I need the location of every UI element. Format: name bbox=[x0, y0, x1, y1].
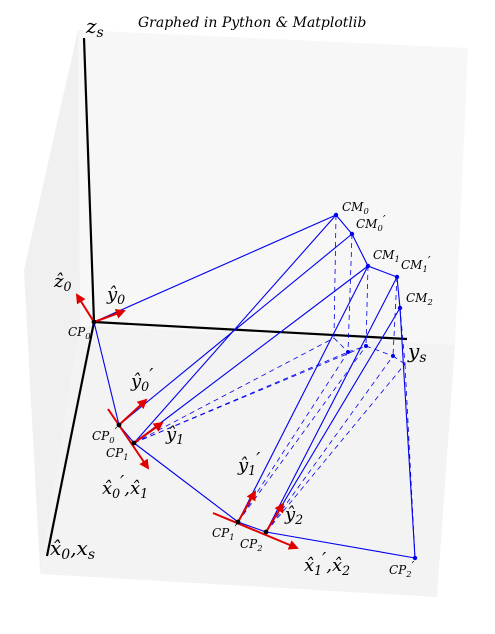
y0p-arrow bbox=[118, 398, 148, 426]
label-cp1-prime: CP1′ bbox=[212, 522, 238, 542]
z-axis bbox=[82, 37, 96, 323]
points bbox=[91, 212, 418, 561]
label-cp1: CP1 bbox=[106, 446, 129, 462]
y-axis bbox=[93, 320, 408, 341]
label-cm1: CM1 bbox=[373, 248, 400, 264]
label-x1p-x2-hat: x̂1′,x̂2 bbox=[304, 549, 350, 578]
label-cm1-prime: CM1′ bbox=[401, 254, 431, 274]
x1p-arrow bbox=[212, 512, 299, 550]
y1p-arrow bbox=[237, 490, 256, 523]
label-x0p-x1-hat: x̂0′,x̂1 bbox=[102, 472, 148, 501]
back-right-pane bbox=[78, 30, 468, 345]
unit-vectors bbox=[75, 293, 299, 550]
label-y0-prime-hat: ŷ0′ bbox=[130, 365, 153, 394]
y2-arrow bbox=[265, 502, 285, 533]
y0-arrow bbox=[93, 309, 126, 323]
label-cm2: CM2 bbox=[406, 291, 433, 307]
x-axis-label: x̂0,xs bbox=[50, 536, 95, 563]
x0p-arrow bbox=[107, 408, 150, 470]
label-y2-hat: ŷ2 bbox=[284, 504, 303, 527]
label-cm0-prime: CM0′ bbox=[356, 213, 386, 233]
z0-arrow bbox=[75, 293, 95, 323]
label-cm0: CM0 bbox=[342, 200, 369, 216]
label-y1-hat: ŷ1 bbox=[165, 424, 184, 447]
x-axis bbox=[45, 321, 96, 557]
label-cp0: CP0 bbox=[68, 325, 91, 341]
floor-pane bbox=[40, 325, 455, 597]
label-z0-hat: ẑ0 bbox=[53, 271, 72, 294]
projection-lines bbox=[133, 214, 416, 559]
figure-title: Graphed in Python & Matplotlib bbox=[138, 15, 366, 31]
label-cp2: CP2 bbox=[240, 537, 263, 553]
y1-arrow bbox=[133, 421, 164, 444]
label-y0-hat: ŷ0 bbox=[106, 284, 125, 307]
link-lines bbox=[93, 214, 416, 559]
label-y1-prime-hat: ŷ1′ bbox=[237, 449, 260, 478]
z-axis-label: zs bbox=[85, 14, 104, 41]
y-axis-label: ys bbox=[407, 339, 427, 366]
label-cp2-prime: CP2′ bbox=[389, 559, 415, 579]
label-cp0-prime: CP0′ bbox=[92, 425, 118, 445]
